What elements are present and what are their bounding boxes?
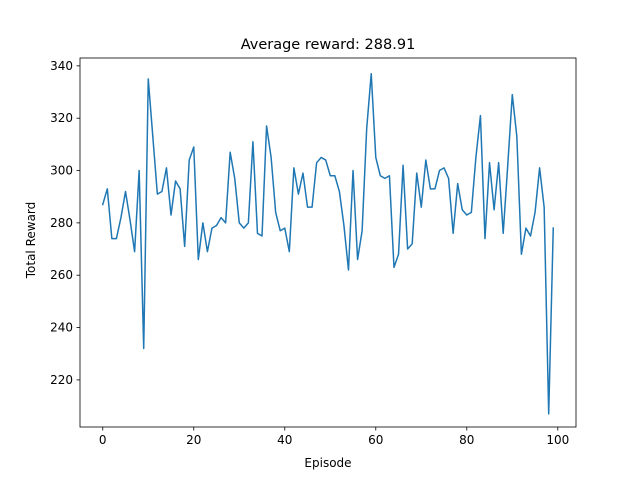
- x-tick-label: 40: [277, 433, 292, 447]
- y-tick-label: 340: [50, 59, 73, 73]
- x-tick-label: 60: [368, 433, 383, 447]
- y-axis-label: Total Reward: [24, 202, 38, 280]
- y-tick-label: 300: [50, 164, 73, 178]
- x-tick-label: 0: [99, 433, 107, 447]
- y-tick-label: 260: [50, 268, 73, 282]
- axes-frame: [79, 57, 577, 428]
- x-tick-label: 20: [186, 433, 201, 447]
- series-line-0: [101, 72, 555, 415]
- plot-area: 0 20 40 60 80 100 220 240 260 280 300 320 340: [50, 57, 577, 447]
- y-tick-label: 280: [50, 216, 73, 230]
- x-axis-label: Episode: [304, 456, 351, 470]
- x-tick-label: 80: [459, 433, 474, 447]
- x-tick-label: 100: [546, 433, 569, 447]
- y-tick-label: 220: [50, 373, 73, 387]
- y-tick-label: 240: [50, 321, 73, 335]
- chart-title: Average reward: 288.91: [241, 37, 416, 53]
- y-tick-label: 320: [50, 111, 73, 125]
